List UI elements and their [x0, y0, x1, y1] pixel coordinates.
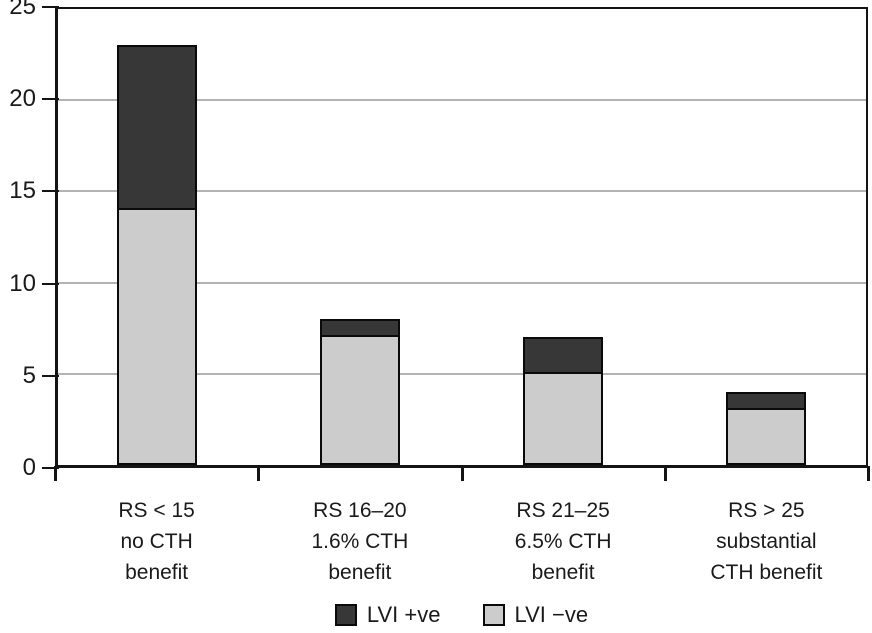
bar	[726, 392, 807, 465]
legend-item: LVI +ve	[334, 602, 441, 627]
y-axis-tick-label: 15	[9, 177, 36, 205]
y-axis-tick	[42, 467, 59, 469]
bar-segment-lvi-positive	[116, 45, 197, 210]
x-axis-tick	[460, 466, 464, 481]
category-label-line: substantial	[716, 530, 817, 553]
category-label-line: benefit	[125, 561, 189, 584]
legend-label: LVI −ve	[514, 602, 589, 627]
y-axis-tick-label: 5	[22, 361, 36, 389]
y-axis-tick	[42, 374, 59, 377]
y-axis-tick-label: 10	[9, 269, 36, 297]
y-axis-tick	[42, 190, 59, 193]
bar-segment-lvi-negative	[523, 373, 604, 465]
bar-segment-lvi-negative	[319, 337, 400, 465]
bar	[319, 319, 400, 465]
plot-area	[55, 7, 868, 468]
gridline	[58, 281, 866, 284]
category-label: RS 16–20 1.6% CTH benefit	[258, 495, 461, 588]
bar-segment-lvi-negative	[116, 209, 197, 465]
category-label-line: CTH benefit	[710, 561, 823, 584]
category-label-line: benefit	[531, 561, 595, 584]
category-label-line: benefit	[328, 561, 392, 584]
bar-segment-lvi-positive	[523, 337, 604, 374]
x-axis-tick	[867, 466, 870, 481]
gridline	[58, 99, 866, 102]
y-axis-tick	[42, 6, 59, 8]
bar	[116, 45, 197, 465]
category-label-line: 1.6% CTH	[311, 530, 409, 553]
category-label-line: RS 16–20	[313, 499, 407, 522]
y-axis-tick	[42, 282, 59, 285]
bar	[523, 337, 604, 465]
category-label-line: RS < 15	[118, 499, 195, 522]
legend-item: LVI −ve	[482, 602, 589, 627]
x-axis-tick	[54, 466, 57, 481]
legend-label: LVI +ve	[366, 602, 441, 627]
gridline	[58, 372, 866, 375]
y-axis-tick	[42, 98, 59, 101]
legend: LVI +ve LVI −ve	[55, 603, 868, 627]
category-label: RS 21–25 6.5% CTH benefit	[462, 495, 665, 588]
category-label: RS < 15 no CTH benefit	[55, 495, 258, 588]
bar-segment-lvi-positive	[319, 319, 400, 338]
bar-segment-lvi-negative	[726, 410, 807, 465]
category-label-line: RS > 25	[728, 499, 805, 522]
gridline	[58, 190, 866, 193]
legend-swatch-icon	[482, 604, 505, 626]
category-label: RS > 25 substantial CTH benefit	[665, 495, 868, 588]
x-axis-tick	[663, 466, 667, 481]
y-axis-tick-label: 25	[9, 0, 36, 20]
bar-segment-lvi-positive	[726, 392, 807, 411]
legend-swatch-icon	[334, 604, 357, 626]
category-label-line: RS 21–25	[516, 499, 610, 522]
x-axis-tick	[257, 466, 261, 481]
category-label-line: no CTH	[120, 530, 193, 553]
category-label-line: 6.5% CTH	[514, 530, 612, 553]
y-axis-tick-label: 20	[9, 85, 36, 113]
y-axis-tick-label: 0	[22, 454, 36, 481]
